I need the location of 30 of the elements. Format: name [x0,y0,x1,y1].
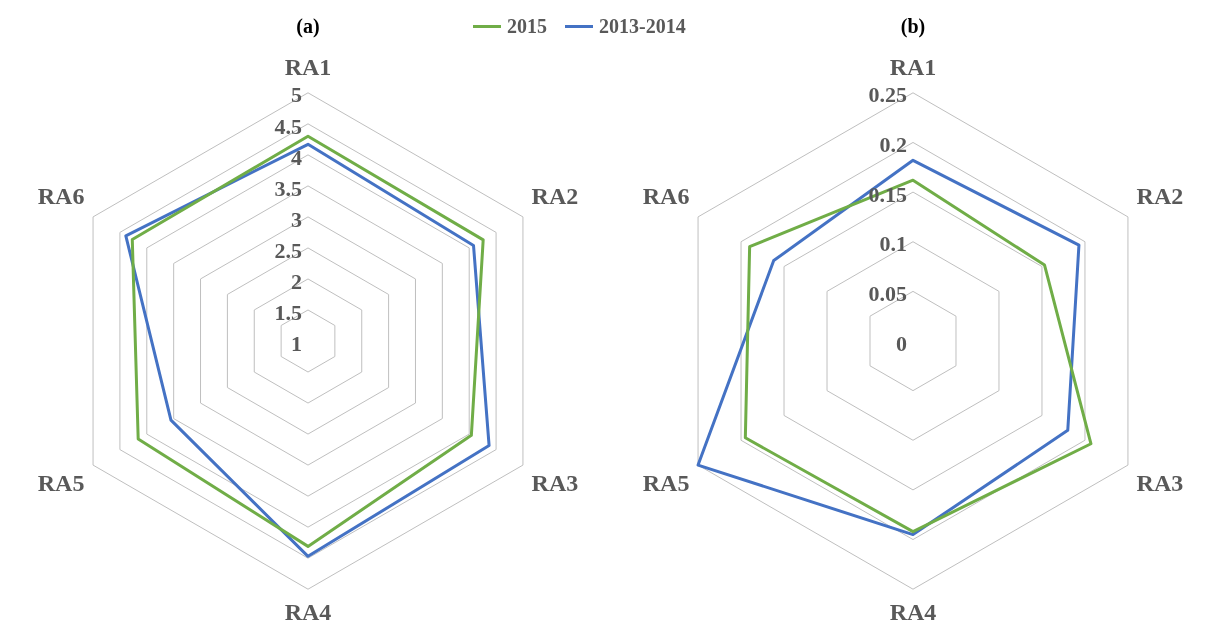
legend-label: 2015 [507,14,547,38]
y-tick-label: 4 [291,144,302,170]
spoke-label: RA4 [284,598,332,625]
spoke-label: RA3 [531,469,579,496]
spoke-label: RA1 [889,53,937,80]
spoke-label: RA2 [531,182,579,209]
legend-label: 2013-2014 [599,14,686,38]
y-tick-label: 2.5 [274,237,302,263]
spoke-label: RA2 [1136,182,1184,209]
y-tick-label: 0.05 [868,281,907,307]
y-tick-label: 2 [291,268,302,294]
spoke-label: RA1 [284,53,332,80]
y-tick-label: 1.5 [274,299,302,325]
y-tick-label: 1 [291,330,302,356]
y-tick-label: 0.25 [868,82,907,108]
y-tick-label: 3.5 [274,175,302,201]
y-tick-label: 4.5 [274,113,302,139]
y-tick-label: 0 [896,330,907,356]
y-tick-label: 0.1 [879,231,907,257]
spoke-label: RA3 [1136,469,1184,496]
spoke-label: RA6 [37,182,85,209]
chart-title: (a) [296,15,320,37]
y-tick-label: 5 [291,82,302,108]
y-tick-label: 3 [291,206,302,232]
y-tick-label: 0.2 [879,132,907,158]
spoke-label: RA5 [642,469,690,496]
chart-title: (b) [900,15,926,37]
spoke-label: RA5 [37,469,85,496]
spoke-label: RA4 [889,598,937,625]
spoke-label: RA6 [642,182,690,209]
